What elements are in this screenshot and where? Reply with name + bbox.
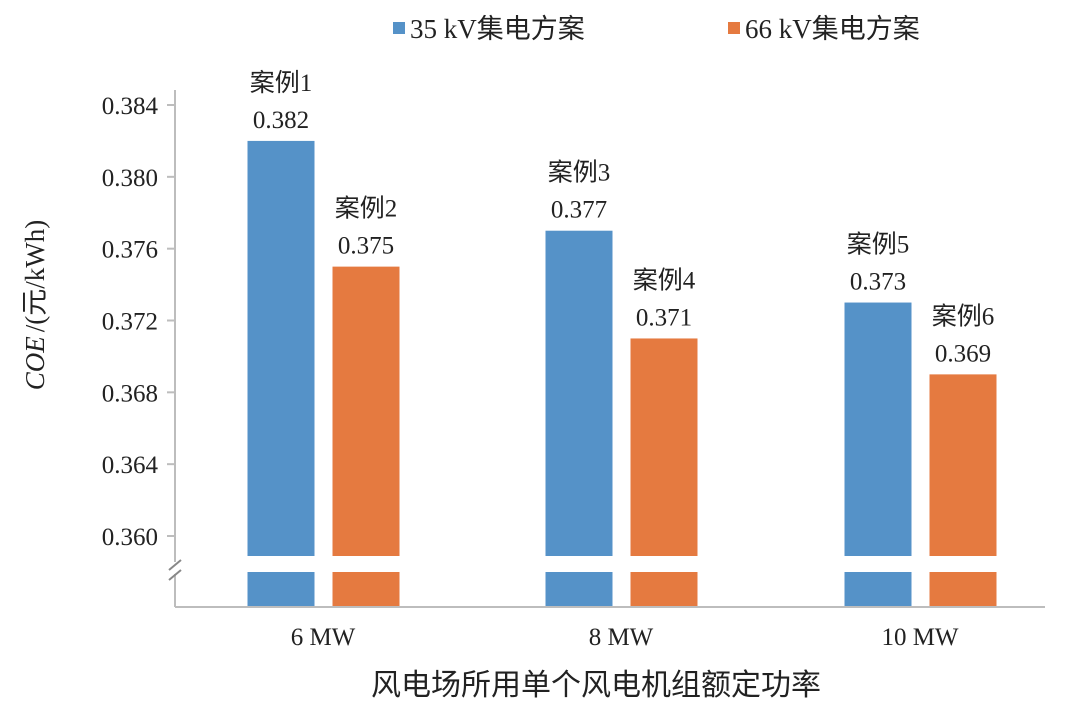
y-tick-label: 0.360 <box>102 524 158 551</box>
data-label: 0.377 <box>551 197 607 224</box>
case-label: 案例1 <box>250 69 313 97</box>
y-tick-label: 0.372 <box>102 309 158 336</box>
data-labels: 案例1 0.382 案例3 0.377 案例5 0.373 案例2 0.375 案例4 0.371… <box>250 69 995 367</box>
bar-lower <box>929 572 997 607</box>
bar-lower <box>844 572 912 607</box>
bar-lower <box>247 572 315 607</box>
y-axis-title: COE /(元/kWh) <box>20 220 50 390</box>
x-tick-label: 10 MW <box>881 624 958 651</box>
y-axis-title-italic: COE <box>20 336 50 391</box>
case-label: 案例2 <box>335 195 398 223</box>
bar-upper <box>247 140 315 556</box>
y-tick-label: 0.364 <box>102 452 159 479</box>
y-tick-label: 0.376 <box>102 237 158 264</box>
y-axis-title-unit: /(元/kWh) <box>20 220 50 332</box>
bar-upper <box>545 230 613 557</box>
bar-upper <box>332 266 400 556</box>
x-axis-title: 风电场所用单个风电机组额定功率 <box>371 669 821 702</box>
y-axis: 0.360 0.364 0.368 0.372 0.376 0.380 0.384 <box>102 90 182 607</box>
x-tick-label: 8 MW <box>589 624 654 651</box>
bar-lower <box>332 572 400 607</box>
y-tick-label: 0.384 <box>102 93 159 120</box>
legend-label: 35 kV集电方案 <box>410 14 585 44</box>
bar-upper <box>844 302 912 556</box>
case-label: 案例3 <box>548 159 611 187</box>
case-label: 案例6 <box>932 302 995 330</box>
y-tick-label: 0.380 <box>102 165 158 192</box>
legend-swatch <box>728 22 740 34</box>
legend-label: 66 kV集电方案 <box>745 14 920 44</box>
data-label: 0.371 <box>636 304 692 331</box>
case-label: 案例5 <box>847 231 910 259</box>
case-label: 案例4 <box>633 266 696 294</box>
data-label: 0.373 <box>850 269 906 296</box>
x-tick-label: 6 MW <box>291 624 356 651</box>
bar-upper <box>630 338 698 556</box>
bar-lower <box>630 572 698 607</box>
y-tick-label: 0.368 <box>102 380 158 407</box>
legend-swatch <box>393 22 405 34</box>
axis-break-mark <box>168 559 182 571</box>
data-label: 0.375 <box>338 233 394 260</box>
data-label: 0.369 <box>935 340 991 367</box>
axis-break-mark <box>168 569 182 581</box>
data-label: 0.382 <box>253 107 309 134</box>
x-axis: 6 MW 8 MW 10 MW <box>175 606 1045 651</box>
bar-upper <box>929 374 997 556</box>
legend: 35 kV集电方案 66 kV集电方案 <box>393 14 920 44</box>
bar-lower <box>545 572 613 607</box>
bars <box>247 140 997 607</box>
